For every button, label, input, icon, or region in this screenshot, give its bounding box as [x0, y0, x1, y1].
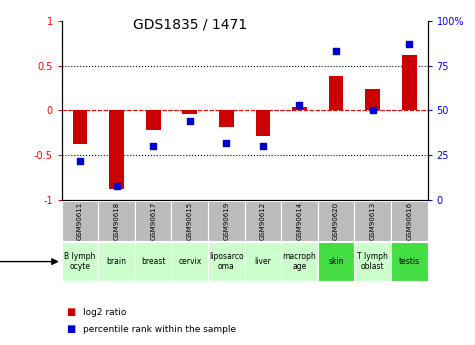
Text: GSM90614: GSM90614 — [296, 202, 303, 240]
Text: GSM90615: GSM90615 — [187, 202, 193, 240]
Bar — [365, 89, 380, 110]
Text: GSM90616: GSM90616 — [406, 202, 412, 240]
Text: ■: ■ — [66, 307, 76, 317]
Point — [369, 108, 377, 113]
Bar — [391, 242, 428, 281]
Text: testis: testis — [399, 257, 420, 266]
Text: GSM90611: GSM90611 — [77, 202, 83, 240]
Bar — [171, 201, 208, 241]
Text: percentile rank within the sample: percentile rank within the sample — [83, 325, 236, 334]
Text: ■: ■ — [66, 325, 76, 334]
Text: breast: breast — [141, 257, 165, 266]
Text: brain: brain — [106, 257, 127, 266]
Bar — [281, 242, 318, 281]
Bar — [109, 110, 124, 189]
Text: GDS1835 / 1471: GDS1835 / 1471 — [133, 17, 247, 31]
Text: macroph
age: macroph age — [283, 252, 316, 271]
Bar — [62, 201, 98, 241]
Bar — [219, 110, 234, 127]
Text: GSM90620: GSM90620 — [333, 202, 339, 240]
Text: cervix: cervix — [178, 257, 201, 266]
Text: GSM90618: GSM90618 — [114, 202, 120, 240]
Text: cell line: cell line — [0, 257, 57, 266]
Text: GSM90613: GSM90613 — [370, 202, 376, 240]
Bar — [208, 201, 245, 241]
Bar — [391, 201, 428, 241]
Bar — [98, 242, 135, 281]
Bar — [318, 201, 354, 241]
Text: liver: liver — [255, 257, 271, 266]
Text: GSM90617: GSM90617 — [150, 202, 156, 240]
Bar — [256, 110, 270, 136]
Bar — [354, 201, 391, 241]
Bar — [281, 201, 318, 241]
Bar — [146, 110, 161, 130]
Bar — [245, 201, 281, 241]
Bar — [245, 242, 281, 281]
Bar — [329, 76, 343, 110]
Point — [405, 41, 413, 47]
Bar — [354, 242, 391, 281]
Text: T lymph
oblast: T lymph oblast — [357, 252, 388, 271]
Bar — [292, 107, 307, 110]
Point — [259, 144, 267, 149]
Text: skin: skin — [328, 257, 344, 266]
Point — [113, 183, 121, 188]
Bar — [402, 55, 417, 110]
Point — [295, 102, 304, 108]
Point — [149, 144, 157, 149]
Bar — [62, 242, 98, 281]
Bar — [171, 242, 208, 281]
Point — [76, 158, 84, 164]
Bar — [73, 110, 87, 145]
Text: log2 ratio: log2 ratio — [83, 308, 126, 317]
Bar — [135, 201, 171, 241]
Text: GSM90612: GSM90612 — [260, 202, 266, 240]
Bar — [318, 242, 354, 281]
Point — [186, 118, 194, 124]
Bar — [182, 110, 197, 114]
Bar — [135, 242, 171, 281]
Point — [332, 48, 340, 54]
Text: liposarco
oma: liposarco oma — [209, 252, 244, 271]
Text: GSM90619: GSM90619 — [223, 202, 229, 240]
Text: B lymph
ocyte: B lymph ocyte — [64, 252, 96, 271]
Point — [222, 140, 230, 146]
Bar — [98, 201, 135, 241]
Bar — [208, 242, 245, 281]
